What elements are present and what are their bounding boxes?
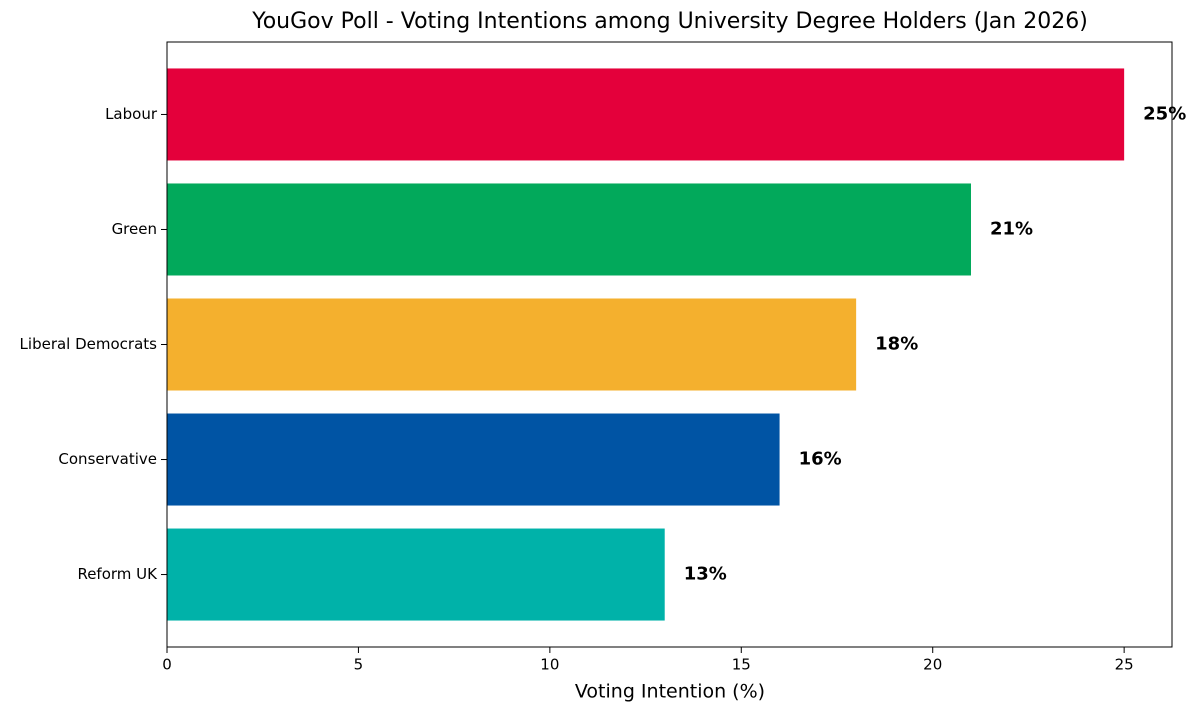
- bar: [167, 68, 1125, 161]
- value-label: 18%: [875, 334, 918, 355]
- y-tick-label: Liberal Democrats: [20, 335, 158, 353]
- value-label: 25%: [1143, 103, 1186, 124]
- value-label: 16%: [799, 449, 842, 470]
- bar: [167, 298, 857, 391]
- chart-title: YouGov Poll - Voting Intentions among Un…: [251, 9, 1088, 34]
- y-tick-label: Green: [112, 220, 157, 238]
- y-tick-label: Labour: [105, 105, 158, 123]
- y-tick-label: Reform UK: [77, 565, 158, 583]
- x-tick-label: 25: [1115, 656, 1134, 674]
- x-axis-label: Voting Intention (%): [575, 681, 765, 703]
- x-tick-label: 0: [162, 656, 172, 674]
- value-label: 13%: [684, 564, 727, 585]
- y-tick-label: Conservative: [58, 450, 157, 468]
- bar: [167, 528, 665, 621]
- bar: [167, 413, 780, 506]
- x-tick-label: 15: [732, 656, 751, 674]
- x-tick-label: 10: [540, 656, 559, 674]
- bar: [167, 183, 971, 276]
- value-label: 21%: [990, 218, 1033, 239]
- x-tick-label: 20: [923, 656, 942, 674]
- plot-frame: [166, 41, 1173, 648]
- x-tick-label: 5: [354, 656, 364, 674]
